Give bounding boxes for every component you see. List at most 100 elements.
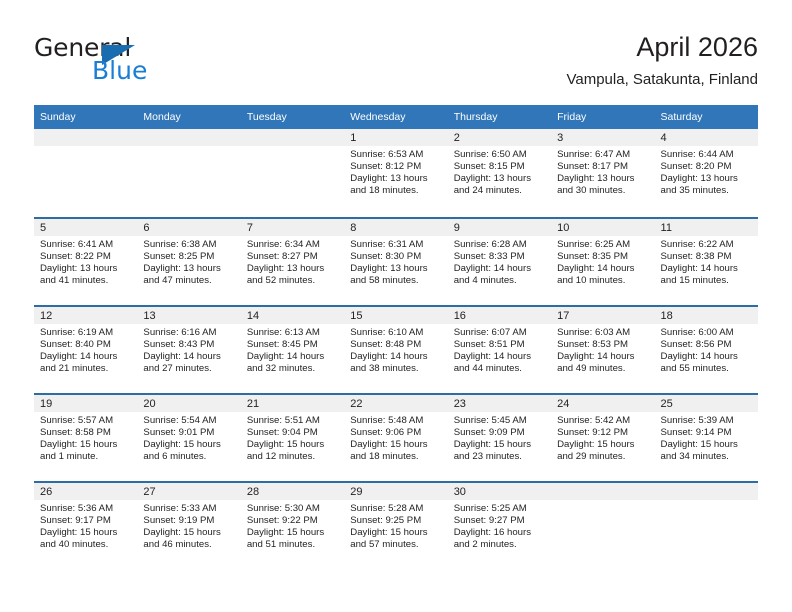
day-number: 21 [240,395,345,412]
calendar-day-cell[interactable]: 22 Sunrise: 5:48 AM Sunset: 9:06 PM Dayligh… [344,393,448,481]
calendar-day-cell[interactable]: 28 Sunrise: 5:30 AM Sunset: 9:22 PM Dayligh… [240,481,345,569]
calendar-day-cell[interactable] [240,129,345,217]
day-detail-daylight-line2: and 24 minutes. [453,185,522,197]
day-detail-daylight-line1: Daylight: 15 hours [246,439,325,451]
general-blue-logo[interactable]: General Blue [34,35,234,93]
day-detail-sunset: Sunset: 8:53 PM [557,339,629,351]
day-number: 10 [551,219,655,236]
calendar-day-cell[interactable]: 9 Sunrise: 6:28 AM Sunset: 8:33 PM Daylight… [447,217,552,305]
calendar-day-cell[interactable]: 23 Sunrise: 5:45 AM Sunset: 9:09 PM Dayligh… [447,393,552,481]
weekday-header-tuesday: Tuesday [240,105,345,129]
weekday-header-wednesday: Wednesday [344,105,448,129]
day-sun-details: Sunrise: 5:51 AM Sunset: 9:04 PM Daylight:… [241,412,344,463]
calendar-day-cell-inner: 24 Sunrise: 5:42 AM Sunset: 9:12 PM Dayligh… [551,393,655,481]
day-number [34,129,138,146]
calendar-day-cell[interactable]: 16 Sunrise: 6:07 AM Sunset: 8:51 PM Dayligh… [447,305,552,393]
calendar-day-cell-inner: 28 Sunrise: 5:30 AM Sunset: 9:22 PM Dayligh… [240,481,345,569]
calendar-day-cell-inner: 19 Sunrise: 5:57 AM Sunset: 8:58 PM Dayligh… [34,393,138,481]
day-detail-sunrise: Sunrise: 5:36 AM [40,503,114,514]
logo-text-blue: Blue [92,56,148,85]
calendar-day-cell[interactable]: 11 Sunrise: 6:22 AM Sunset: 8:38 PM Dayligh… [654,217,758,305]
calendar-day-cell[interactable]: 8 Sunrise: 6:31 AM Sunset: 8:30 PM Daylight… [344,217,448,305]
calendar-day-cell[interactable]: 18 Sunrise: 6:00 AM Sunset: 8:56 PM Dayligh… [654,305,758,393]
calendar-body: 1 Sunrise: 6:53 AM Sunset: 8:12 PM Daylight… [34,129,758,569]
day-detail-daylight-line2: and 34 minutes. [660,451,729,463]
calendar-day-cell[interactable]: 24 Sunrise: 5:42 AM Sunset: 9:12 PM Dayligh… [551,393,655,481]
calendar-day-cell-inner: 18 Sunrise: 6:00 AM Sunset: 8:56 PM Dayligh… [654,305,758,393]
day-sun-details: Sunrise: 6:13 AM Sunset: 8:45 PM Daylight:… [241,324,344,375]
day-detail-sunrise: Sunrise: 6:50 AM [453,149,527,160]
day-detail-daylight-line2: and 52 minutes. [246,275,316,287]
day-detail-sunrise: Sunrise: 6:07 AM [453,327,527,338]
day-detail-sunset: Sunset: 8:51 PM [453,339,525,351]
calendar-day-cell[interactable]: 14 Sunrise: 6:13 AM Sunset: 8:45 PM Dayligh… [240,305,345,393]
calendar-day-cell-empty [551,481,655,569]
calendar-day-cell[interactable]: 10 Sunrise: 6:25 AM Sunset: 8:35 PM Dayligh… [551,217,655,305]
calendar-day-cell[interactable]: 1 Sunrise: 6:53 AM Sunset: 8:12 PM Daylight… [344,129,448,217]
day-number: 29 [344,483,448,500]
calendar-day-cell[interactable]: 6 Sunrise: 6:38 AM Sunset: 8:25 PM Daylight… [137,217,241,305]
day-detail-daylight-line2: and 10 minutes. [557,275,626,287]
day-detail-sunrise: Sunrise: 6:22 AM [660,239,734,250]
day-detail-daylight-line1: Daylight: 14 hours [40,351,118,363]
calendar-day-cell[interactable]: 15 Sunrise: 6:10 AM Sunset: 8:48 PM Dayligh… [344,305,448,393]
day-sun-details: Sunrise: 6:00 AM Sunset: 8:56 PM Daylight:… [655,324,758,375]
calendar-day-cell[interactable] [137,129,241,217]
calendar-day-cell[interactable]: 20 Sunrise: 5:54 AM Sunset: 9:01 PM Dayligh… [137,393,241,481]
calendar-day-cell[interactable]: 4 Sunrise: 6:44 AM Sunset: 8:20 PM Daylight… [654,129,758,217]
calendar-day-cell[interactable] [551,481,655,569]
day-detail-sunrise: Sunrise: 5:45 AM [453,415,527,426]
day-detail-daylight-line1: Daylight: 14 hours [453,263,532,275]
day-detail-daylight-line1: Daylight: 13 hours [453,173,532,185]
calendar-day-cell[interactable] [34,129,138,217]
day-detail-daylight-line2: and 49 minutes. [557,363,626,375]
day-number: 15 [344,307,448,324]
day-detail-daylight-line1: Daylight: 14 hours [453,351,532,363]
day-number [240,129,345,146]
calendar-day-cell[interactable]: 19 Sunrise: 5:57 AM Sunset: 8:58 PM Dayligh… [34,393,138,481]
calendar-day-cell[interactable] [654,481,758,569]
calendar-day-cell[interactable]: 29 Sunrise: 5:28 AM Sunset: 9:25 PM Dayligh… [344,481,448,569]
calendar-day-cell[interactable]: 3 Sunrise: 6:47 AM Sunset: 8:17 PM Daylight… [551,129,655,217]
calendar-table: Sunday Monday Tuesday Wednesday Thursday… [34,105,758,569]
day-detail-daylight-line2: and 40 minutes. [40,539,109,551]
calendar-day-cell-inner: 6 Sunrise: 6:38 AM Sunset: 8:25 PM Daylight… [137,217,241,305]
calendar-day-cell[interactable]: 30 Sunrise: 5:25 AM Sunset: 9:27 PM Dayligh… [447,481,552,569]
day-detail-daylight-line1: Daylight: 14 hours [557,351,635,363]
calendar-day-cell[interactable]: 5 Sunrise: 6:41 AM Sunset: 8:22 PM Daylight… [34,217,138,305]
day-detail-daylight-line1: Daylight: 14 hours [143,351,221,363]
day-number [551,483,655,500]
calendar-day-cell[interactable]: 7 Sunrise: 6:34 AM Sunset: 8:27 PM Daylight… [240,217,345,305]
day-detail-daylight-line1: Daylight: 15 hours [453,439,532,451]
day-number: 4 [654,129,758,146]
weekday-header-saturday: Saturday [654,105,758,129]
day-detail-sunset: Sunset: 8:15 PM [453,161,525,173]
calendar-week-row: 5 Sunrise: 6:41 AM Sunset: 8:22 PM Daylight… [34,217,758,305]
calendar-day-cell-empty [240,129,345,217]
calendar-day-cell-inner: 13 Sunrise: 6:16 AM Sunset: 8:43 PM Dayligh… [137,305,241,393]
calendar-day-cell[interactable]: 2 Sunrise: 6:50 AM Sunset: 8:15 PM Daylight… [447,129,552,217]
day-number: 9 [447,219,552,236]
calendar-day-cell[interactable]: 17 Sunrise: 6:03 AM Sunset: 8:53 PM Dayligh… [551,305,655,393]
day-detail-daylight-line2: and 46 minutes. [143,539,212,551]
calendar-day-cell-inner: 1 Sunrise: 6:53 AM Sunset: 8:12 PM Daylight… [344,129,448,217]
day-number: 30 [447,483,552,500]
calendar-day-cell-inner: 25 Sunrise: 5:39 AM Sunset: 9:14 PM Dayligh… [654,393,758,481]
calendar-day-cell[interactable]: 26 Sunrise: 5:36 AM Sunset: 9:17 PM Dayligh… [34,481,138,569]
calendar-day-cell[interactable]: 13 Sunrise: 6:16 AM Sunset: 8:43 PM Dayligh… [137,305,241,393]
calendar-day-cell[interactable]: 27 Sunrise: 5:33 AM Sunset: 9:19 PM Dayligh… [137,481,241,569]
calendar-day-cell-empty [137,129,241,217]
day-detail-daylight-line1: Daylight: 15 hours [557,439,635,451]
calendar-day-cell[interactable]: 25 Sunrise: 5:39 AM Sunset: 9:14 PM Dayligh… [654,393,758,481]
calendar-day-cell[interactable]: 21 Sunrise: 5:51 AM Sunset: 9:04 PM Dayligh… [240,393,345,481]
day-sun-details: Sunrise: 6:41 AM Sunset: 8:22 PM Daylight:… [34,236,137,287]
day-number: 11 [654,219,758,236]
day-detail-daylight-line2: and 21 minutes. [40,363,109,375]
calendar-day-cell[interactable]: 12 Sunrise: 6:19 AM Sunset: 8:40 PM Dayligh… [34,305,138,393]
day-detail-sunset: Sunset: 8:22 PM [40,251,111,263]
day-detail-sunrise: Sunrise: 5:57 AM [40,415,114,426]
day-detail-sunrise: Sunrise: 6:53 AM [350,149,424,160]
day-detail-daylight-line1: Daylight: 14 hours [660,263,738,275]
day-detail-daylight-line2: and 41 minutes. [40,275,109,287]
day-detail-sunset: Sunset: 8:43 PM [143,339,215,351]
